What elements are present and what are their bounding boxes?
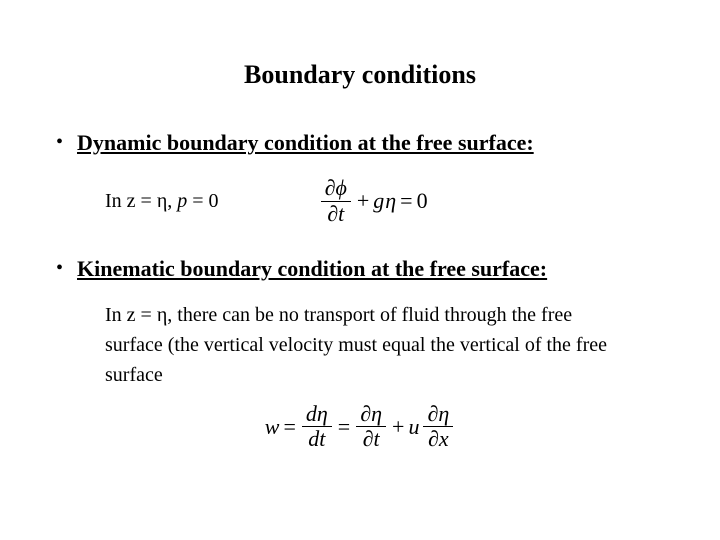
kinematic-equation: w = dη dt = ∂η ∂t + u ∂η ∂x (265, 402, 455, 451)
dynamic-content-row: In z = η, p = 0 ∂ϕ ∂t + gη = 0 (105, 176, 670, 225)
bullet-item-kinematic: • Kinematic boundary condition at the fr… (50, 256, 670, 282)
kinematic-body-text: In z = η, there can be no transport of f… (105, 300, 670, 390)
page-title: Boundary conditions (50, 60, 670, 90)
fraction-partial-eta-t: ∂η ∂t (356, 402, 386, 451)
dynamic-lead-text: In z = η, p = 0 (105, 186, 219, 216)
fraction-deta-dt-total: dη dt (302, 402, 332, 451)
bullet-dot-icon: • (56, 256, 63, 280)
fraction-dphi-dt: ∂ϕ ∂t (321, 176, 351, 225)
dynamic-equation: ∂ϕ ∂t + gη = 0 (319, 176, 428, 225)
bullet-dot-icon: • (56, 130, 63, 154)
bullet-item-dynamic: • Dynamic boundary condition at the free… (50, 130, 670, 156)
heading-kinematic: Kinematic boundary condition at the free… (77, 256, 547, 282)
fraction-partial-eta-x: ∂η ∂x (423, 402, 453, 451)
kinematic-equation-block: w = dη dt = ∂η ∂t + u ∂η ∂x (50, 402, 670, 451)
heading-dynamic: Dynamic boundary condition at the free s… (77, 130, 534, 156)
